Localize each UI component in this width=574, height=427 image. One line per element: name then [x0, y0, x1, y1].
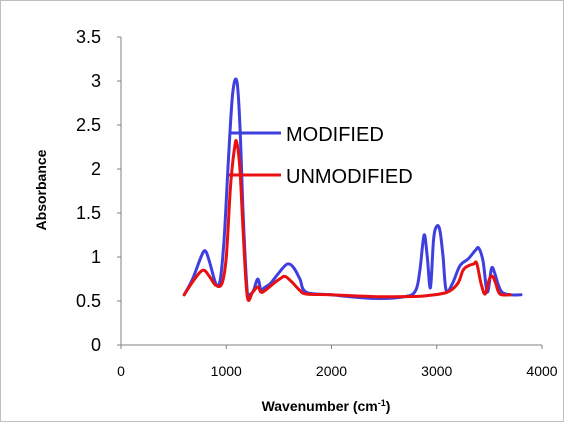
x-tick-label: 2000: [316, 363, 347, 379]
y-tick-label: 0: [91, 335, 101, 355]
y-tick-label: 2: [91, 159, 101, 179]
legend-label-modified: MODIFIED: [286, 124, 384, 146]
series-layer: [182, 77, 523, 302]
legend-label-unmodified: UNMODIFIED: [286, 166, 413, 188]
y-tick-label: 3.5: [76, 27, 101, 47]
legend: MODIFIED UNMODIFIED: [229, 124, 413, 188]
x-tick-label: 3000: [421, 363, 452, 379]
series-line-unmodified: [182, 138, 512, 302]
chart-border: [0, 0, 564, 422]
x-tick-label: 4000: [526, 363, 557, 379]
x-axis-label-text: Wavenumber (cm: [262, 398, 378, 414]
y-tick-label: 2.5: [76, 115, 101, 135]
y-tick-label: 1: [91, 247, 101, 267]
x-axis-label-superscript: -1: [378, 398, 386, 408]
x-tick-label: 1000: [211, 363, 242, 379]
axes-layer: 0 0.5 1 1.5 2 2.5 3 3.5 0 1000 2000 3000 4000: [76, 27, 558, 379]
y-axis-label: Absorbance: [33, 149, 49, 230]
y-tick-label: 1.5: [76, 203, 101, 223]
y-tick-label: 3: [91, 71, 101, 91]
x-tick-label: 0: [117, 363, 125, 379]
y-tick-label: 0.5: [76, 291, 101, 311]
x-axis-label: Wavenumber (cm-1): [262, 398, 391, 414]
x-axis-label-close: ): [386, 398, 391, 414]
